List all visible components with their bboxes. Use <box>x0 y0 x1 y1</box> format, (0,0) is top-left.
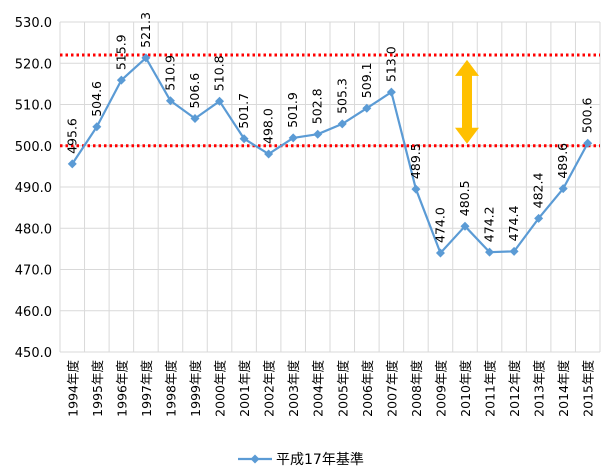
data-point <box>190 114 200 124</box>
gridlines <box>59 21 601 353</box>
data-point <box>509 246 519 256</box>
data-label: 474.4 <box>506 206 521 242</box>
x-tick-label: 1997年度 <box>139 360 154 417</box>
data-label: 480.5 <box>457 180 472 216</box>
x-tick-label: 2007年度 <box>384 360 399 417</box>
x-tick-label: 2004年度 <box>311 360 326 417</box>
x-tick-label: 2003年度 <box>286 360 301 417</box>
x-tick-label: 2015年度 <box>581 360 596 417</box>
x-tick-label: 2000年度 <box>213 360 228 417</box>
x-tick-label: 2005年度 <box>335 360 350 417</box>
series-line: 495.6 504.6 515.9 521.3 510.9 506.6 510.8 501.7… <box>64 12 595 258</box>
data-point <box>92 122 102 132</box>
y-tick-label: 460.0 <box>15 305 52 320</box>
data-label: 489.5 <box>408 143 423 179</box>
data-label: 495.6 <box>64 118 79 154</box>
data-point <box>362 103 372 113</box>
legend-marker <box>250 454 260 464</box>
x-tick-label: 2011年度 <box>483 360 498 417</box>
x-tick-label: 2013年度 <box>532 360 547 417</box>
data-label: 513.0 <box>383 46 398 82</box>
data-point <box>534 213 544 223</box>
data-label: 505.3 <box>334 78 349 114</box>
data-label: 506.6 <box>187 73 202 109</box>
x-tick-label: 1996年度 <box>114 360 129 417</box>
x-tick-label: 1999年度 <box>188 360 203 417</box>
data-label: 474.0 <box>432 207 447 243</box>
x-tick-label: 2002年度 <box>262 360 277 417</box>
data-point <box>337 119 347 129</box>
x-tick-label: 1994年度 <box>65 360 80 417</box>
x-tick-label: 1998年度 <box>163 360 178 417</box>
double-arrow-annotation <box>455 59 479 144</box>
data-point <box>386 87 396 97</box>
data-label: 474.2 <box>482 206 497 242</box>
data-point <box>165 96 175 106</box>
data-label: 501.9 <box>285 92 300 128</box>
data-label: 515.9 <box>113 34 128 70</box>
x-tick-label: 2012年度 <box>507 360 522 417</box>
x-axis: 1994年度 1995年度 1996年度 1997年度 1998年度 1999年度 2000… <box>65 360 595 417</box>
data-point <box>460 221 470 231</box>
data-label: 510.8 <box>212 55 227 91</box>
x-tick-label: 2009年度 <box>433 360 448 417</box>
data-label: 509.1 <box>359 62 374 98</box>
x-tick-label: 1995年度 <box>90 360 105 417</box>
legend-label: 平成17年基準 <box>276 451 364 468</box>
y-tick-label: 470.0 <box>15 264 52 279</box>
y-tick-label: 450.0 <box>15 346 52 361</box>
data-label: 510.9 <box>162 55 177 91</box>
data-point <box>485 247 495 257</box>
data-label: 521.3 <box>138 12 153 48</box>
legend: 平成17年基準 <box>238 451 364 468</box>
data-point <box>264 149 274 159</box>
data-point <box>116 75 126 85</box>
x-tick-label: 2014年度 <box>556 360 571 417</box>
data-point <box>67 159 77 169</box>
data-label: 501.7 <box>236 93 251 129</box>
data-point <box>313 129 323 139</box>
data-label: 498.0 <box>261 108 276 144</box>
x-tick-label: 2006年度 <box>360 360 375 417</box>
series-polyline <box>71 56 589 255</box>
data-point <box>411 184 421 194</box>
y-tick-label: 510.0 <box>15 99 52 114</box>
x-tick-label: 2001年度 <box>237 360 252 417</box>
y-tick-label: 500.0 <box>15 140 52 155</box>
data-point <box>558 184 568 194</box>
data-point <box>435 248 445 258</box>
double-arrow-shape <box>455 59 479 144</box>
data-label: 504.6 <box>89 81 104 117</box>
data-label: 489.6 <box>555 143 570 179</box>
data-point <box>583 138 593 148</box>
data-point <box>141 53 151 63</box>
data-point <box>215 96 225 106</box>
data-label: 500.6 <box>580 97 595 133</box>
reference-lines <box>60 53 600 148</box>
data-label: 502.8 <box>310 88 325 124</box>
y-tick-label: 480.0 <box>15 222 52 237</box>
y-tick-label: 530.0 <box>15 16 52 31</box>
data-point <box>239 134 249 144</box>
y-axis: 450.0 460.0 470.0 480.0 490.0 500.0 510.0 520.0… <box>15 16 52 361</box>
data-label: 482.4 <box>531 173 546 209</box>
x-tick-label: 2010年度 <box>458 360 473 417</box>
y-tick-label: 520.0 <box>15 57 52 72</box>
data-point <box>288 133 298 143</box>
x-tick-label: 2008年度 <box>409 360 424 417</box>
y-tick-label: 490.0 <box>15 181 52 196</box>
